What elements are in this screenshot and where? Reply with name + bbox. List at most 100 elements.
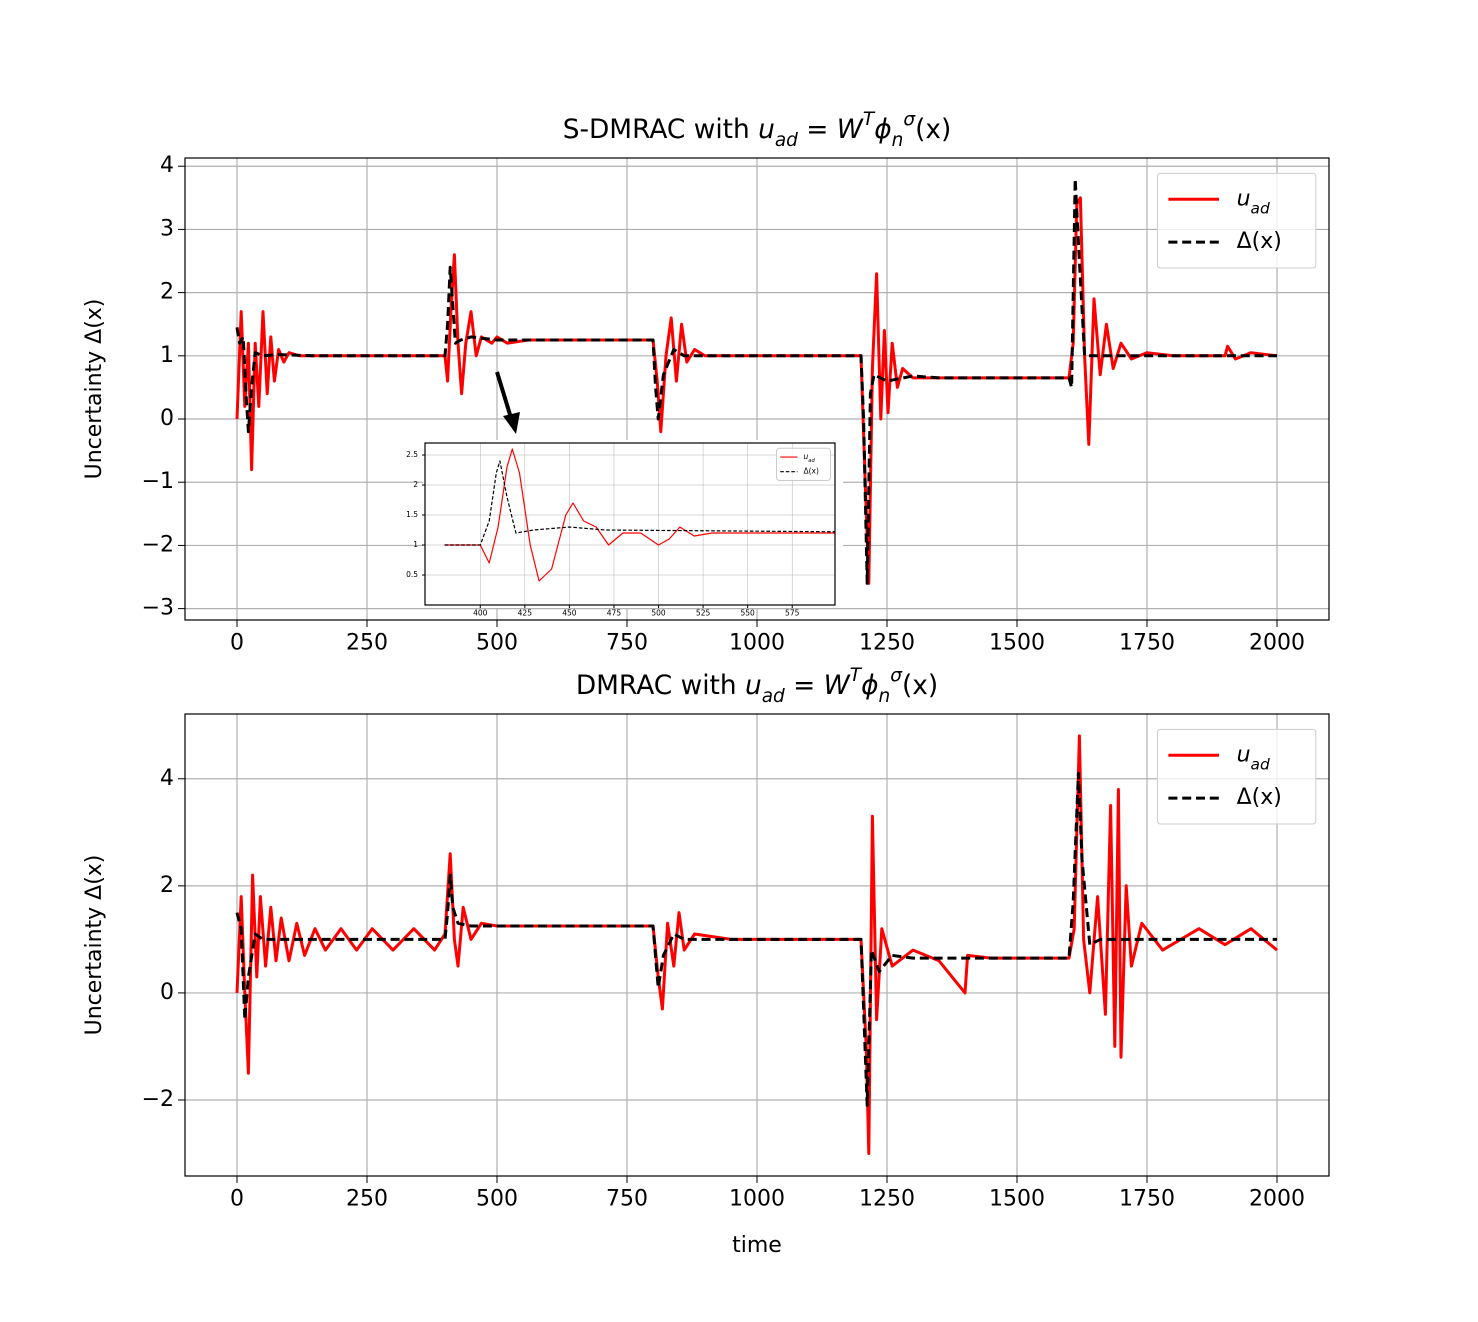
text-part: (x) — [915, 114, 951, 145]
x-tick-label: 425 — [518, 609, 533, 618]
y-tick-label: 0 — [160, 406, 174, 431]
legend-label: uad — [1237, 742, 1270, 773]
x-tick-label: 250 — [346, 631, 388, 656]
chart-title: S-DMRAC with uad = WTϕnσ(x) — [563, 109, 952, 151]
bottom-axes: 0 250 500 750 1000 1250 1500 1750 2000 −2 0 2 4 DMRAC… — [82, 665, 1330, 1258]
text-part: W — [824, 670, 851, 701]
legend-label: Δ(x) — [804, 467, 819, 476]
text-part: T — [850, 665, 863, 686]
x-tick-label: 500 — [476, 1187, 518, 1212]
series-line — [235, 734, 1278, 1155]
legend-label: Δ(x) — [1237, 229, 1282, 254]
y-tick-label: 2 — [413, 480, 418, 489]
x-tick-label: 575 — [785, 609, 800, 618]
x-tick-label: 400 — [473, 609, 488, 618]
y-axis-label: Uncertainty Δ(x) — [82, 855, 107, 1036]
x-tick-label: 450 — [562, 609, 577, 618]
text-part: T — [863, 109, 876, 130]
x-tick-label: 1750 — [1119, 1187, 1175, 1212]
y-axis-label: Uncertainty Δ(x) — [82, 299, 107, 480]
y-tick-label: 1.5 — [406, 510, 418, 519]
inset-background — [423, 440, 843, 608]
axes-frame — [184, 713, 1330, 1177]
text-part: = — [785, 670, 824, 701]
text-part: σ — [903, 109, 916, 130]
y-tick-label: 1 — [413, 540, 418, 549]
axes-frame — [424, 442, 836, 606]
x-tick-label: 500 — [476, 631, 518, 656]
text-part: S-DMRAC with — [563, 114, 758, 145]
legend-label: uad — [804, 452, 816, 464]
text-part: ad — [808, 458, 815, 464]
text-part: ad — [1251, 755, 1270, 773]
x-tick-label: 0 — [230, 631, 244, 656]
text-part: n — [892, 130, 904, 151]
x-tick-label: 1000 — [729, 631, 785, 656]
x-axis-label: time — [732, 1233, 782, 1258]
text-part: Δ(x) — [1237, 229, 1282, 254]
series-line — [235, 771, 1277, 1107]
series-line — [444, 448, 835, 582]
legend-label: Δ(x) — [1237, 785, 1282, 810]
y-tick-label: 1 — [160, 343, 174, 368]
legend-box — [776, 447, 831, 481]
series-line — [235, 177, 1277, 585]
text-part: n — [879, 686, 891, 707]
x-tick-label: 1500 — [989, 631, 1045, 656]
text-part: σ — [890, 665, 903, 686]
arrow-shaft — [495, 371, 513, 419]
text-part: Δ(x) — [1237, 785, 1282, 810]
x-tick-label: 1250 — [859, 631, 915, 656]
text-part: u — [1237, 742, 1251, 767]
x-tick-label: 2000 — [1249, 1187, 1305, 1212]
x-tick-label: 500 — [651, 609, 666, 618]
y-tick-label: 3 — [160, 216, 174, 241]
x-tick-label: 0 — [230, 1187, 244, 1212]
axes-frame — [184, 157, 1330, 621]
y-tick-label: −3 — [142, 596, 174, 621]
x-tick-label: 550 — [740, 609, 755, 618]
x-tick-label: 750 — [606, 1187, 648, 1212]
legend-box — [1156, 728, 1317, 825]
text-part: ϕ — [861, 670, 878, 701]
x-tick-label: 750 — [606, 631, 648, 656]
series-line — [235, 196, 1278, 585]
y-tick-label: 2 — [160, 280, 174, 305]
text-part: (x) — [902, 670, 938, 701]
y-tick-label: 4 — [160, 766, 174, 791]
x-tick-label: 1750 — [1119, 631, 1175, 656]
text-part: u — [1237, 186, 1251, 211]
arrow-head — [503, 412, 520, 434]
x-tick-label: 1500 — [989, 1187, 1045, 1212]
legend-label: uad — [1237, 186, 1270, 217]
y-tick-label: −1 — [142, 469, 174, 494]
text-part: u — [758, 114, 775, 145]
y-tick-label: 4 — [160, 153, 174, 178]
text-part: W — [837, 114, 864, 145]
x-tick-label: 475 — [607, 609, 622, 618]
legend-box — [1156, 172, 1317, 269]
y-tick-label: 0 — [160, 980, 174, 1005]
text-part: ad — [775, 130, 798, 151]
chart-title: DMRAC with uad = WTϕnσ(x) — [576, 665, 938, 707]
text-part: ad — [1251, 199, 1270, 217]
y-tick-label: −2 — [142, 1087, 174, 1112]
y-tick-label: 2 — [160, 873, 174, 898]
text-part: u — [804, 452, 809, 461]
x-tick-label: 2000 — [1249, 631, 1305, 656]
text-part: ϕ — [874, 114, 891, 145]
y-tick-label: 0.5 — [406, 570, 418, 579]
inset-axes: 400 425 450 475 500 525 550 575 0.5 1 1.5 2 2.5 uad Δ(… — [406, 442, 836, 618]
text-part: Δ(x) — [804, 467, 819, 476]
x-tick-label: 525 — [696, 609, 711, 618]
series-line — [444, 460, 835, 546]
x-tick-label: 250 — [346, 1187, 388, 1212]
text-part: DMRAC with — [576, 670, 745, 701]
x-tick-label: 1000 — [729, 1187, 785, 1212]
y-tick-label: 2.5 — [406, 450, 418, 459]
text-part: = — [798, 114, 837, 145]
x-tick-label: 1250 — [859, 1187, 915, 1212]
text-part: u — [745, 670, 762, 701]
y-tick-label: −2 — [142, 532, 174, 557]
